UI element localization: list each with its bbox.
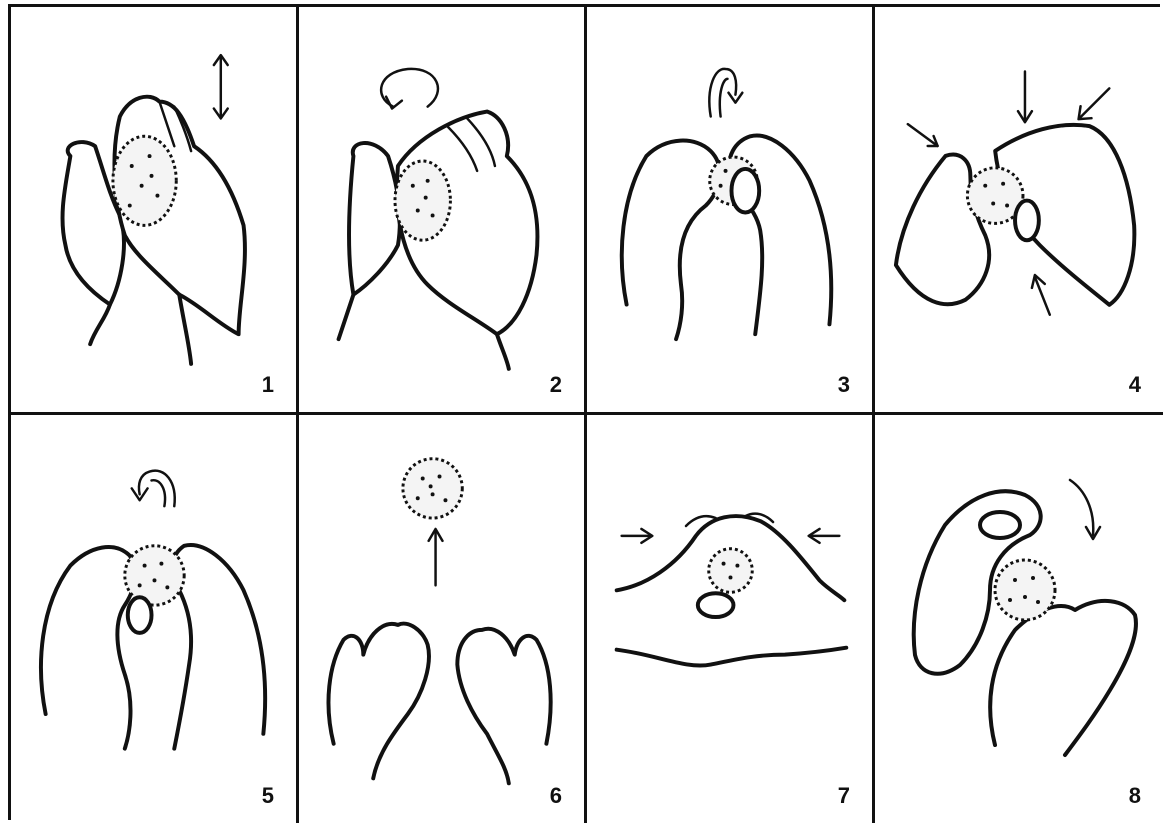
step-panel-5: 5 — [11, 415, 299, 823]
step-number: 4 — [1128, 372, 1141, 397]
rotational-rubbing-illustration — [911, 478, 1138, 757]
hands-rubbing-palms-illustration — [60, 53, 247, 366]
thumb-rubbing-illustration — [893, 70, 1137, 316]
converging-arrows-icon — [906, 70, 1111, 316]
interlaced-fingers-illustration — [614, 512, 849, 668]
step-number: 6 — [549, 783, 562, 808]
step-panel-7: 7 — [587, 415, 875, 823]
circular-arrow-icon — [380, 67, 440, 110]
step-number: 7 — [837, 783, 850, 808]
step-panel-2: 2 — [299, 7, 587, 415]
step-number: 8 — [1128, 783, 1141, 808]
step-panel-3: 3 — [587, 7, 875, 415]
step-panel-6: 6 — [299, 415, 587, 823]
curved-arrow-icon — [708, 67, 744, 118]
back-of-fingers-illustration — [39, 469, 268, 751]
converging-arrows-icon — [620, 527, 841, 545]
step-panel-1: 1 — [11, 7, 299, 415]
curved-arrow-icon — [130, 469, 176, 508]
step-number: 5 — [261, 783, 274, 808]
up-arrow-icon — [427, 527, 444, 587]
lather-lifting-illustration — [326, 457, 553, 786]
step-panel-4: 4 — [875, 7, 1163, 415]
step-panel-8: 8 — [875, 415, 1163, 823]
hands-rotating-illustration — [336, 67, 540, 371]
step-number: 1 — [261, 372, 274, 397]
curved-arrow-icon — [1068, 478, 1102, 541]
step-number: 3 — [837, 372, 850, 397]
step-number: 2 — [549, 372, 562, 397]
steps-grid: 1 2 — [8, 4, 1163, 823]
fingertips-rubbing-illustration — [619, 67, 834, 342]
up-down-arrow-icon — [212, 53, 229, 120]
